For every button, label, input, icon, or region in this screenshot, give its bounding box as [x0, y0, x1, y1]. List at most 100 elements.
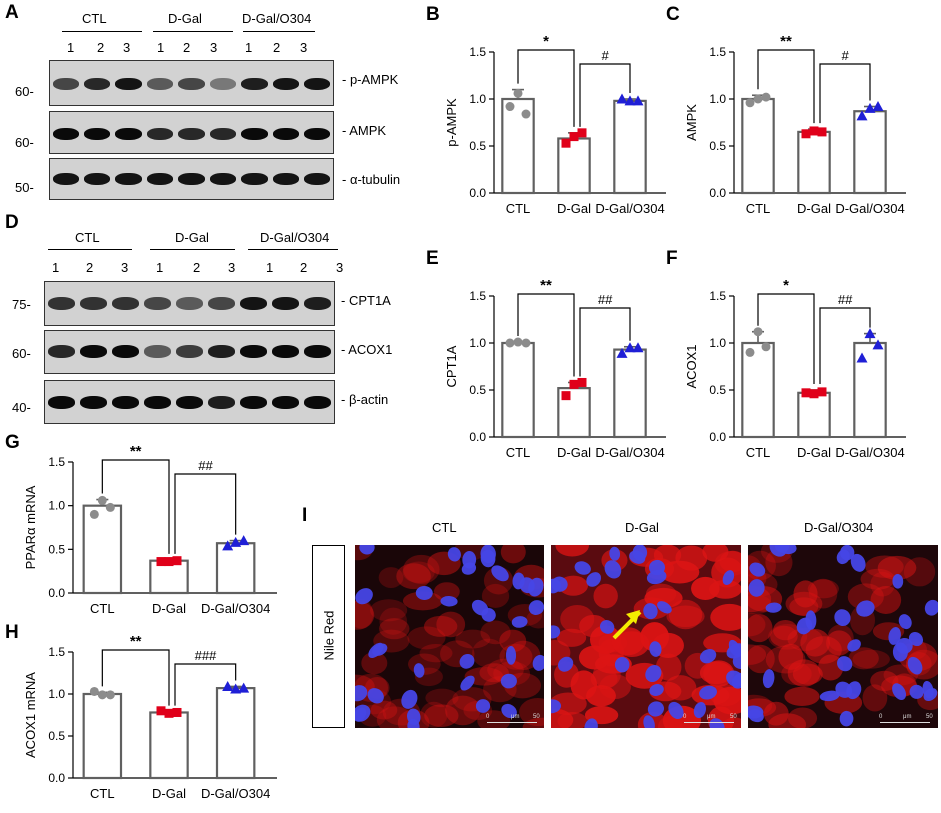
data-point-ctl [89, 509, 99, 519]
data-point-dgal [561, 391, 571, 401]
bar [797, 130, 831, 195]
blot-band [111, 297, 139, 310]
data-point-dgal [809, 126, 819, 136]
blot-strip-acox1 [44, 330, 335, 374]
panel-letter-h: H [5, 622, 19, 643]
y-axis-label: ACOX1 mRNA [23, 672, 38, 758]
data-point-dgal [569, 379, 579, 389]
nucleus [796, 617, 813, 635]
blot-band [83, 78, 111, 90]
cytoplasm-stain [402, 591, 443, 611]
blot-band [304, 128, 331, 140]
cytoplasm-stain [768, 713, 807, 728]
cytoplasm-stain [655, 653, 682, 681]
nucleus [649, 641, 662, 657]
nucleus [646, 569, 667, 585]
lane-number: 2 [97, 40, 105, 55]
scale-text: μm [903, 714, 912, 720]
cytoplasm-stain [860, 568, 895, 590]
nucleus [475, 699, 491, 713]
data-point-dgal [817, 387, 827, 397]
x-tick-label: D-Gal [152, 601, 186, 616]
mw-marker: 60- [15, 84, 34, 99]
nucleus [604, 560, 622, 579]
blot-band [272, 396, 300, 409]
nucleus [355, 588, 373, 605]
cytoplasm-stain [870, 586, 902, 614]
data-point-dgal [561, 138, 571, 148]
cytoplasm-stain [433, 582, 460, 602]
blot-band [146, 78, 174, 90]
blot-band [52, 173, 79, 185]
nucleus [460, 675, 475, 691]
significance-mark: * [783, 277, 789, 294]
y-tick-label: 1.5 [48, 645, 65, 659]
significance-bracket [819, 307, 871, 384]
group-label-o304: D-Gal/O304 [260, 230, 330, 245]
lane-number: 1 [52, 260, 60, 275]
data-point-o304 [230, 536, 242, 547]
nucleus [415, 586, 433, 600]
x-tick-label: D-Gal/O304 [201, 601, 270, 616]
nucleus [551, 625, 561, 639]
blot-band [304, 297, 332, 310]
data-point-ctl [105, 502, 115, 512]
nucleus [368, 642, 384, 658]
blot-band [241, 78, 268, 90]
blot-band [240, 396, 268, 409]
nucleus [892, 683, 907, 700]
significance-mark: # [601, 48, 609, 63]
x-tick-label: D-Gal/O304 [595, 201, 664, 216]
panel-letter-f: F [666, 248, 678, 269]
blot-band [272, 128, 300, 140]
bar [82, 504, 123, 595]
nucleus [359, 545, 375, 555]
blot-band [143, 297, 171, 310]
x-tick-label: D-Gal [557, 201, 591, 216]
cytoplasm-stain [556, 628, 587, 647]
bar [215, 687, 256, 780]
blot-band [240, 345, 268, 358]
nucleus [726, 643, 741, 659]
scale-text: μm [707, 714, 716, 720]
nucleus [491, 565, 509, 582]
nucleus [762, 669, 775, 689]
cytoplasm-stain [519, 697, 544, 727]
scale-text: 0 [879, 714, 883, 720]
nucleus [586, 572, 602, 587]
nucleus [407, 719, 420, 728]
blot-band [111, 345, 139, 358]
blot-band [176, 396, 203, 409]
bar [501, 341, 535, 439]
blot-strip-beta-actin [44, 380, 335, 424]
cytoplasm-stain [883, 664, 919, 686]
y-tick-label: 0.5 [48, 542, 65, 556]
cytoplasm-stain [787, 659, 821, 687]
blot-band [115, 128, 142, 140]
cytoplasm-stain [551, 708, 574, 728]
cytoplasm-stain [793, 580, 818, 608]
cytoplasm-stain [506, 640, 541, 670]
cytoplasm-stain [592, 661, 621, 688]
nucleus [501, 703, 517, 719]
lane-number: 1 [266, 260, 274, 275]
significance-bracket [101, 649, 170, 706]
group-label-o304: D-Gal/O304 [242, 11, 312, 26]
y-axis-label: CPT1A [444, 345, 459, 387]
nucleus [649, 684, 664, 696]
group-underline [243, 31, 315, 32]
bar-chart-f: 0.0 0.5 1.0 1.5 ACOX1 CTL D-Gal D-Gal/O304 * ## [684, 277, 906, 460]
nucleus [898, 614, 912, 630]
panel-letter-c: C [666, 4, 680, 25]
cytoplasm-stain [499, 629, 527, 653]
nucleus [471, 599, 489, 616]
cytoplasm-stain [445, 695, 481, 726]
significance-bracket [174, 473, 237, 554]
blot-band [143, 396, 171, 409]
nucleus [599, 620, 615, 634]
y-tick-label: 0.5 [709, 139, 726, 153]
x-tick-label: CTL [506, 445, 531, 460]
significance-mark: ** [540, 277, 552, 294]
cytoplasm-stain [870, 670, 899, 692]
cytoplasm-stain [666, 605, 705, 628]
